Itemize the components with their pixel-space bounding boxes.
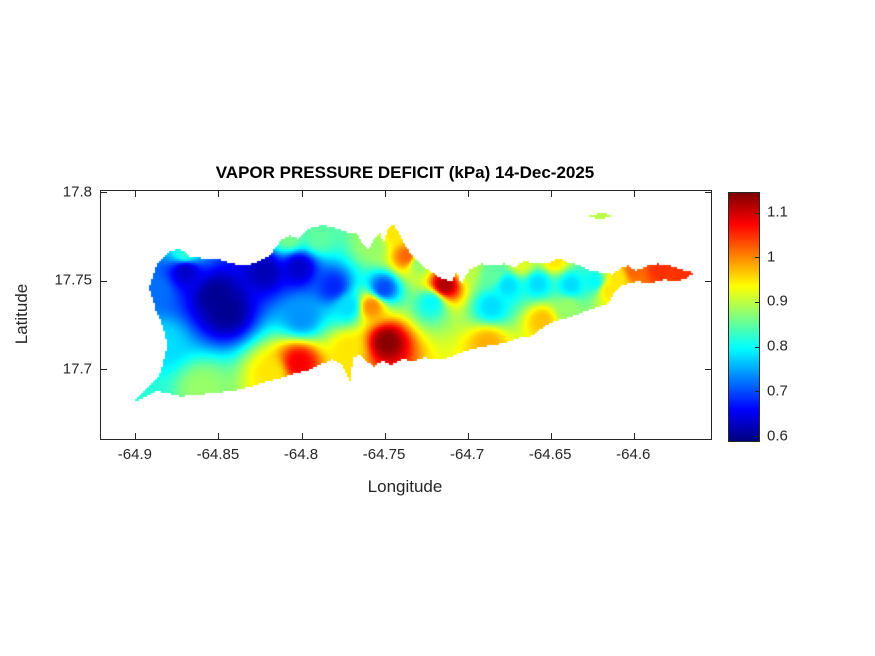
x-tick-mark <box>384 433 386 439</box>
x-tick-mark-top <box>550 191 552 197</box>
x-axis-label: Longitude <box>367 477 443 496</box>
x-tick-mark-top <box>467 191 469 197</box>
x-tick-label: -64.6 <box>616 446 651 463</box>
axes-area <box>100 190 712 440</box>
x-tick-mark-top <box>384 191 386 197</box>
y-tick-mark <box>101 369 107 371</box>
x-tick-label: -64.65 <box>528 446 572 463</box>
colorbar-tick-mark <box>755 257 759 259</box>
colorbar-tick-label: 1.1 <box>767 203 788 221</box>
y-tick-mark-right <box>705 369 711 371</box>
x-tick-mark <box>301 433 303 439</box>
colorbar-tick-mark <box>755 301 759 303</box>
x-tick-mark-top <box>218 191 220 197</box>
x-tick-label: -64.85 <box>196 446 240 463</box>
x-tick-mark-top <box>301 191 303 197</box>
plot-title: VAPOR PRESSURE DEFICIT (kPa) 14-Dec-2025 <box>215 163 595 182</box>
colorbar-tick-label: 1 <box>767 248 776 266</box>
colorbar-canvas <box>729 193 759 441</box>
y-tick-mark-right <box>705 280 711 282</box>
x-tick-mark <box>633 433 635 439</box>
map-canvas <box>101 191 711 439</box>
x-tick-label: -64.75 <box>362 446 406 463</box>
x-tick-mark <box>467 433 469 439</box>
x-tick-label: -64.8 <box>283 446 319 463</box>
x-tick-mark <box>550 433 552 439</box>
y-tick-label: 17.8 <box>62 183 92 201</box>
x-tick-label: -64.7 <box>450 446 485 463</box>
x-tick-mark <box>135 433 137 439</box>
colorbar-tick-label: 0.7 <box>767 382 788 400</box>
x-tick-mark <box>218 433 220 439</box>
colorbar-tick-mark <box>755 436 759 438</box>
colorbar-tick-mark <box>755 391 759 393</box>
colorbar-tick-mark <box>755 346 759 348</box>
colorbar-tick-label: 0.9 <box>767 292 788 310</box>
colorbar-tick-mark <box>755 212 759 214</box>
x-tick-mark-top <box>633 191 635 197</box>
x-tick-label: -64.9 <box>117 446 152 463</box>
x-tick-mark-top <box>135 191 137 197</box>
colorbar-tick-label: 0.6 <box>767 427 788 445</box>
y-axis-label: Latitude <box>12 283 31 345</box>
y-tick-mark <box>101 280 107 282</box>
y-tick-mark-right <box>705 192 711 194</box>
colorbar <box>728 192 760 442</box>
y-tick-label: 17.7 <box>62 360 92 378</box>
y-tick-mark <box>101 192 107 194</box>
y-tick-label: 17.75 <box>54 271 92 289</box>
colorbar-tick-label: 0.8 <box>767 337 788 355</box>
